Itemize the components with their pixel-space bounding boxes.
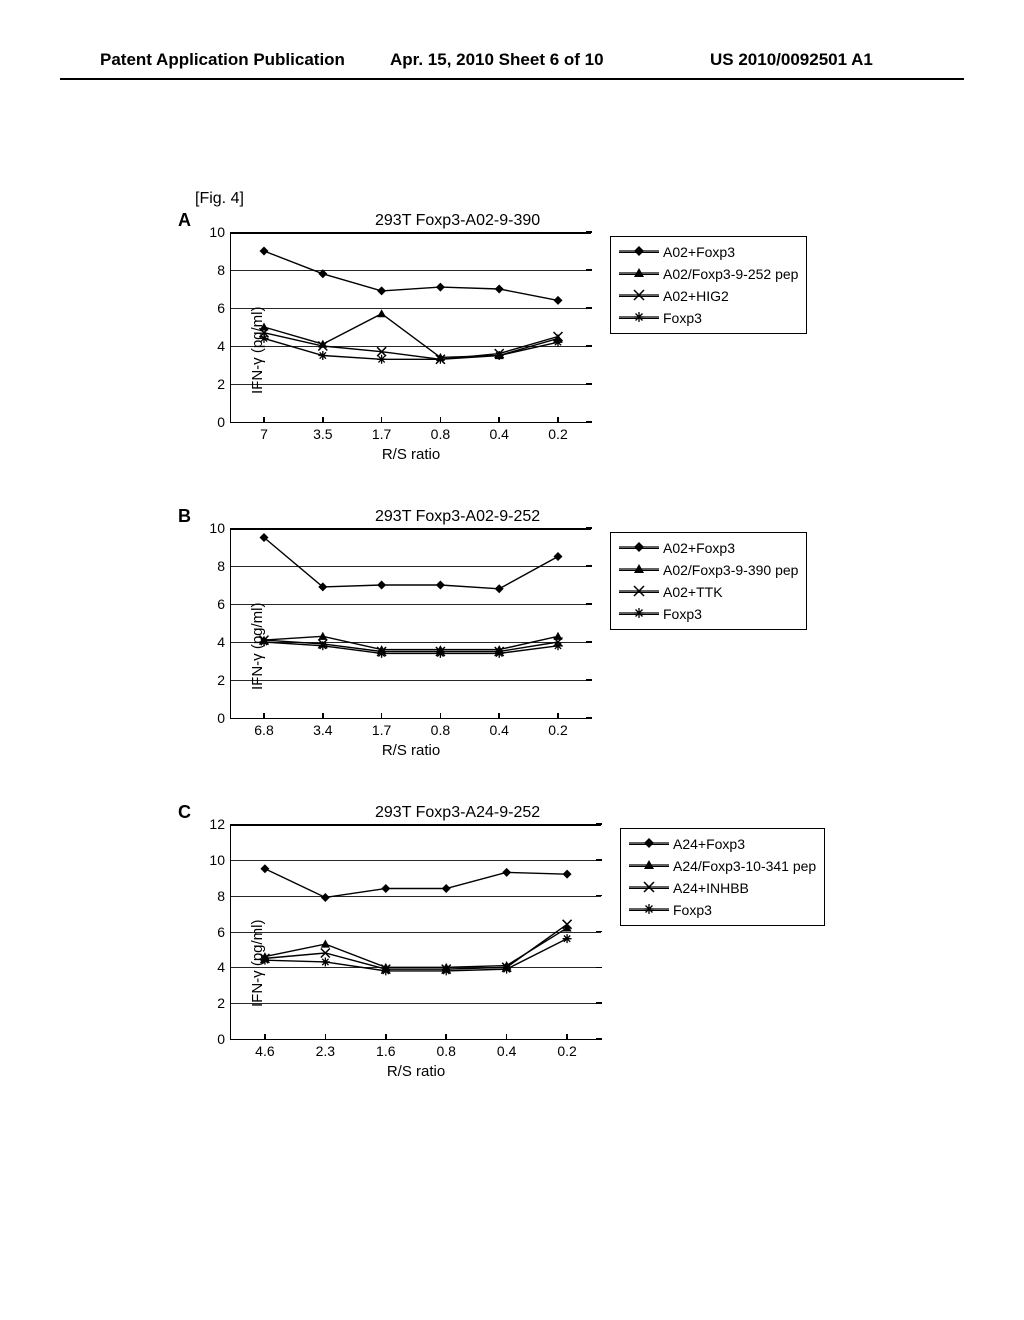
figure-label: [Fig. 4] [195, 190, 244, 208]
header-right: US 2010/0092501 A1 [710, 50, 873, 70]
legend-label: A02+Foxp3 [663, 540, 735, 556]
header-center: Apr. 15, 2010 Sheet 6 of 10 [390, 50, 604, 70]
panel-title: 293T Foxp3-A24-9-252 [375, 804, 540, 822]
panel-C: C 293T Foxp3-A24-9-252 0246810124.62.31.… [160, 810, 880, 1105]
x-tick-label: 6.8 [254, 722, 273, 738]
chart-svg [231, 528, 591, 718]
x-tick-label: 2.3 [316, 1043, 335, 1059]
legend: A02+Foxp3 A02/Foxp3-9-252 pep A02+HIG2 Foxp… [610, 236, 807, 334]
y-tick-label: 6 [217, 924, 225, 940]
legend-item: Foxp3 [629, 899, 816, 921]
panel-B: B 293T Foxp3-A02-9-252 02468106.83.41.70… [160, 514, 880, 784]
legend-label: Foxp3 [673, 902, 712, 918]
x-tick-label: 1.6 [376, 1043, 395, 1059]
panel-label: A [178, 210, 191, 231]
y-tick-label: 6 [217, 300, 225, 316]
x-tick-label: 3.5 [313, 426, 332, 442]
panel-A: A 293T Foxp3-A02-9-390 024681073.51.70.8… [160, 218, 880, 488]
x-tick-label: 0.8 [431, 722, 450, 738]
x-tick-label: 1.7 [372, 426, 391, 442]
panel-title: 293T Foxp3-A02-9-252 [375, 508, 540, 526]
header-left: Patent Application Publication [100, 50, 345, 70]
legend-label: A02+HIG2 [663, 288, 729, 304]
y-tick-label: 2 [217, 672, 225, 688]
legend-label: A24+INHBB [673, 880, 749, 896]
y-tick-label: 0 [217, 710, 225, 726]
y-tick-label: 0 [217, 414, 225, 430]
y-tick-label: 12 [209, 816, 225, 832]
x-tick-label: 0.2 [548, 722, 567, 738]
y-tick-label: 2 [217, 376, 225, 392]
y-tick-label: 8 [217, 262, 225, 278]
y-tick-label: 2 [217, 995, 225, 1011]
y-tick-label: 4 [217, 338, 225, 354]
x-tick-label: 4.6 [255, 1043, 274, 1059]
legend-item: A24+INHBB [629, 877, 816, 899]
legend-item: A24/Foxp3-10-341 pep [629, 855, 816, 877]
y-tick-label: 6 [217, 596, 225, 612]
x-tick-label: 0.4 [489, 722, 508, 738]
legend-label: A02+TTK [663, 584, 723, 600]
legend-item: A02+TTK [619, 581, 798, 603]
legend-item: A02+Foxp3 [619, 537, 798, 559]
legend-label: Foxp3 [663, 310, 702, 326]
y-tick-label: 10 [209, 520, 225, 536]
legend-label: Foxp3 [663, 606, 702, 622]
chart-svg [231, 232, 591, 422]
y-tick-label: 8 [217, 888, 225, 904]
x-axis-label: R/S ratio [371, 446, 451, 463]
legend: A02+Foxp3 A02/Foxp3-9-390 pep A02+TTK Foxp3 [610, 532, 807, 630]
x-tick-label: 1.7 [372, 722, 391, 738]
page: Patent Application Publication Apr. 15, … [0, 0, 1024, 1320]
legend-label: A02/Foxp3-9-252 pep [663, 266, 798, 282]
y-tick-label: 0 [217, 1031, 225, 1047]
x-tick-label: 0.8 [436, 1043, 455, 1059]
legend-label: A02/Foxp3-9-390 pep [663, 562, 798, 578]
legend-item: A24+Foxp3 [629, 833, 816, 855]
x-tick-label: 3.4 [313, 722, 332, 738]
x-axis-label: R/S ratio [376, 1063, 456, 1080]
x-tick-label: 0.2 [548, 426, 567, 442]
legend-label: A24+Foxp3 [673, 836, 745, 852]
x-tick-label: 0.4 [489, 426, 508, 442]
panel-title: 293T Foxp3-A02-9-390 [375, 212, 540, 230]
x-axis-label: R/S ratio [371, 742, 451, 759]
panel-label: B [178, 506, 191, 527]
y-tick-label: 8 [217, 558, 225, 574]
legend-item: A02+HIG2 [619, 285, 798, 307]
y-tick-label: 4 [217, 634, 225, 650]
y-tick-label: 10 [209, 224, 225, 240]
chart-svg [231, 824, 601, 1039]
y-axis-label: IFN-γ (pg/ml) [249, 919, 266, 1007]
legend-item: Foxp3 [619, 307, 798, 329]
legend-item: Foxp3 [619, 603, 798, 625]
x-tick-label: 0.8 [431, 426, 450, 442]
legend-label: A02+Foxp3 [663, 244, 735, 260]
y-axis-label: IFN-γ (pg/ml) [249, 306, 266, 394]
x-tick-label: 0.4 [497, 1043, 516, 1059]
x-tick-label: 7 [260, 426, 268, 442]
y-tick-label: 10 [209, 852, 225, 868]
legend-label: A24/Foxp3-10-341 pep [673, 858, 816, 874]
plot-area: 0246810124.62.31.60.80.40.2 IFN-γ (pg/ml… [230, 824, 601, 1040]
legend-item: A02+Foxp3 [619, 241, 798, 263]
x-tick-label: 0.2 [557, 1043, 576, 1059]
header-rule [60, 78, 964, 80]
y-axis-label: IFN-γ (pg/ml) [249, 602, 266, 690]
legend-item: A02/Foxp3-9-252 pep [619, 263, 798, 285]
legend: A24+Foxp3 A24/Foxp3-10-341 pep A24+INHBB Fo… [620, 828, 825, 926]
legend-item: A02/Foxp3-9-390 pep [619, 559, 798, 581]
y-tick-label: 4 [217, 959, 225, 975]
plot-area: 024681073.51.70.80.40.2 IFN-γ (pg/ml) R/… [230, 232, 591, 423]
plot-area: 02468106.83.41.70.80.40.2 IFN-γ (pg/ml) … [230, 528, 591, 719]
panel-label: C [178, 802, 191, 823]
